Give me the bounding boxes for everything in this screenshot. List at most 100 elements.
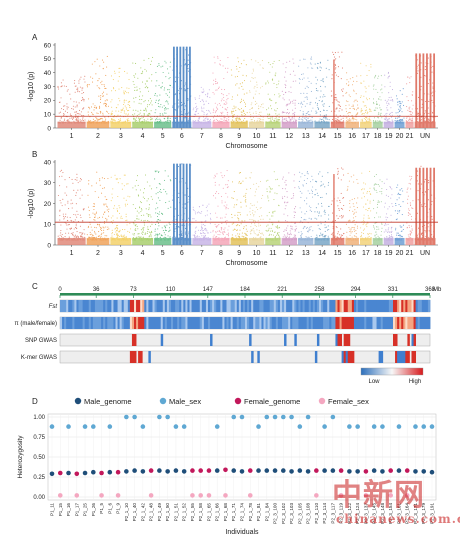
- snp-point: [306, 203, 308, 205]
- snp-point: [102, 68, 104, 70]
- snp-point: [139, 120, 141, 122]
- snp-point: [203, 122, 205, 124]
- snp-point: [100, 237, 102, 239]
- snp-point: [345, 223, 347, 225]
- snp-point: [251, 72, 253, 74]
- snp-point: [110, 101, 112, 103]
- snp-point: [73, 120, 75, 122]
- chromosome-label: 7: [200, 133, 204, 140]
- snp-point: [58, 237, 60, 239]
- snp-point: [310, 58, 312, 60]
- snp-point: [288, 172, 290, 174]
- y-tick-label: 30: [44, 180, 52, 187]
- snp-point: [129, 106, 131, 108]
- snp-point: [100, 233, 102, 236]
- snp-point: [368, 108, 370, 110]
- snp-point: [216, 82, 218, 85]
- snp-point: [278, 59, 280, 62]
- snp-point: [398, 108, 400, 110]
- snp-point: [64, 236, 66, 238]
- snp-point: [198, 118, 201, 120]
- snp-point: [308, 217, 310, 219]
- snp-point: [128, 120, 130, 122]
- snp-point: [281, 90, 283, 92]
- snp-point: [250, 229, 252, 231]
- snp-point: [91, 236, 93, 238]
- snp-point: [431, 71, 433, 73]
- snp-point: [237, 233, 239, 235]
- snp-point: [304, 96, 306, 98]
- snp-point: [165, 122, 168, 124]
- snp-point: [332, 51, 334, 53]
- snp-point: [363, 239, 365, 241]
- snp-point: [335, 239, 337, 241]
- snp-point: [346, 231, 348, 233]
- snp-point: [345, 239, 347, 241]
- snp-point: [345, 92, 347, 94]
- snp-point: [68, 238, 70, 240]
- snp-point: [360, 108, 362, 110]
- snp-point: [144, 87, 146, 89]
- snp-point: [363, 122, 365, 124]
- snp-point: [261, 85, 263, 87]
- snp-point: [105, 105, 107, 107]
- snp-point: [294, 211, 296, 213]
- snp-point: [76, 88, 78, 90]
- snp-point: [231, 122, 233, 124]
- snp-point: [125, 199, 127, 201]
- snp-point: [174, 81, 177, 83]
- snp-point: [284, 122, 286, 124]
- snp-point: [118, 122, 120, 124]
- snp-point: [135, 121, 137, 124]
- snp-point: [249, 214, 252, 216]
- snp-point: [217, 237, 219, 239]
- snp-point: [376, 120, 378, 122]
- snp-point: [258, 223, 260, 225]
- snp-point: [281, 117, 284, 119]
- snp-point: [285, 105, 287, 107]
- snp-point: [319, 96, 321, 98]
- snp-point: [167, 235, 169, 237]
- snp-point: [110, 217, 112, 219]
- snp-point: [279, 238, 281, 240]
- snp-point: [146, 181, 148, 183]
- snp-point: [258, 122, 260, 124]
- snp-point: [142, 70, 144, 72]
- snp-point: [231, 181, 234, 183]
- snp-point: [99, 225, 101, 227]
- snp-point: [106, 239, 109, 241]
- snp-point: [238, 172, 240, 174]
- snp-point: [399, 120, 401, 122]
- snp-point: [360, 95, 362, 97]
- snp-point: [381, 122, 383, 124]
- snp-point: [351, 122, 353, 124]
- snp-point: [60, 224, 62, 226]
- snp-point: [268, 121, 270, 123]
- snp-point: [157, 212, 159, 215]
- snp-point: [378, 98, 380, 100]
- snp-point: [231, 234, 233, 236]
- snp-point: [63, 85, 65, 87]
- snp-point: [320, 223, 322, 225]
- snp-point: [198, 205, 200, 208]
- snp-point: [67, 122, 69, 124]
- snp-point: [217, 205, 219, 207]
- snp-point: [363, 238, 365, 240]
- snp-point: [237, 217, 239, 219]
- snp-point: [361, 109, 363, 111]
- snp-point: [312, 186, 314, 188]
- chrom-band: [314, 121, 330, 128]
- snp-point: [69, 239, 71, 241]
- snp-point: [205, 122, 207, 124]
- chrom-band: [57, 237, 86, 245]
- snp-point: [316, 112, 318, 114]
- snp-point: [363, 228, 366, 230]
- snp-point: [245, 122, 247, 124]
- snp-point: [142, 196, 144, 198]
- snp-point: [292, 113, 294, 115]
- snp-point: [195, 230, 197, 232]
- snp-point: [197, 112, 199, 115]
- snp-point: [394, 119, 396, 122]
- snp-point: [272, 215, 274, 217]
